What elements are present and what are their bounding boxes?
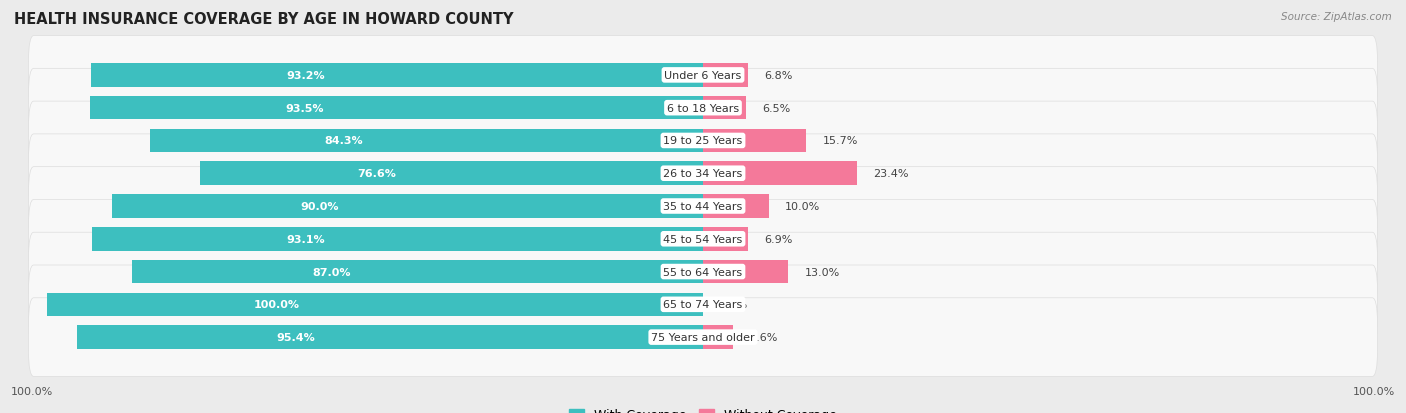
FancyBboxPatch shape [28, 135, 1378, 213]
Text: 13.0%: 13.0% [804, 267, 839, 277]
Text: 6.5%: 6.5% [762, 103, 790, 114]
Text: 100.0%: 100.0% [1353, 387, 1395, 396]
Bar [703, 325, 733, 349]
FancyBboxPatch shape [28, 266, 1378, 344]
Text: 19 to 25 Years: 19 to 25 Years [664, 136, 742, 146]
Bar [201, 162, 703, 185]
Text: 84.3%: 84.3% [325, 136, 363, 146]
FancyBboxPatch shape [28, 36, 1378, 115]
Text: 76.6%: 76.6% [357, 169, 395, 179]
Text: 93.2%: 93.2% [287, 71, 325, 81]
Bar [703, 97, 745, 120]
Text: 6.9%: 6.9% [765, 234, 793, 244]
Text: 0.0%: 0.0% [720, 299, 748, 310]
Bar [93, 228, 703, 251]
Bar [703, 228, 748, 251]
FancyBboxPatch shape [28, 69, 1378, 148]
FancyBboxPatch shape [28, 200, 1378, 278]
Text: 65 to 74 Years: 65 to 74 Years [664, 299, 742, 310]
Text: 15.7%: 15.7% [823, 136, 858, 146]
Bar [46, 293, 703, 316]
Text: 55 to 64 Years: 55 to 64 Years [664, 267, 742, 277]
Text: 6.8%: 6.8% [763, 71, 793, 81]
FancyBboxPatch shape [28, 102, 1378, 180]
Bar [703, 195, 769, 218]
FancyBboxPatch shape [28, 233, 1378, 311]
Bar [91, 64, 703, 88]
Text: 4.6%: 4.6% [749, 332, 778, 342]
Text: 100.0%: 100.0% [11, 387, 53, 396]
Bar [703, 162, 856, 185]
Text: Source: ZipAtlas.com: Source: ZipAtlas.com [1281, 12, 1392, 22]
Text: 95.4%: 95.4% [277, 332, 315, 342]
Text: 26 to 34 Years: 26 to 34 Years [664, 169, 742, 179]
Bar [150, 129, 703, 153]
Text: 90.0%: 90.0% [299, 202, 339, 211]
Text: 23.4%: 23.4% [873, 169, 908, 179]
Text: Under 6 Years: Under 6 Years [665, 71, 741, 81]
Bar [90, 97, 703, 120]
Bar [703, 64, 748, 88]
Text: 10.0%: 10.0% [785, 202, 820, 211]
Text: 75 Years and older: 75 Years and older [651, 332, 755, 342]
Text: 35 to 44 Years: 35 to 44 Years [664, 202, 742, 211]
FancyBboxPatch shape [28, 298, 1378, 377]
Text: 93.1%: 93.1% [287, 234, 325, 244]
Text: 100.0%: 100.0% [253, 299, 299, 310]
Text: 93.5%: 93.5% [285, 103, 323, 114]
Legend: With Coverage, Without Coverage: With Coverage, Without Coverage [564, 404, 842, 413]
Bar [77, 325, 703, 349]
Text: HEALTH INSURANCE COVERAGE BY AGE IN HOWARD COUNTY: HEALTH INSURANCE COVERAGE BY AGE IN HOWA… [14, 12, 513, 27]
Bar [132, 260, 703, 284]
Text: 6 to 18 Years: 6 to 18 Years [666, 103, 740, 114]
Bar [703, 129, 806, 153]
FancyBboxPatch shape [28, 167, 1378, 246]
Text: 45 to 54 Years: 45 to 54 Years [664, 234, 742, 244]
Bar [112, 195, 703, 218]
Text: 87.0%: 87.0% [312, 267, 352, 277]
Bar [703, 260, 789, 284]
